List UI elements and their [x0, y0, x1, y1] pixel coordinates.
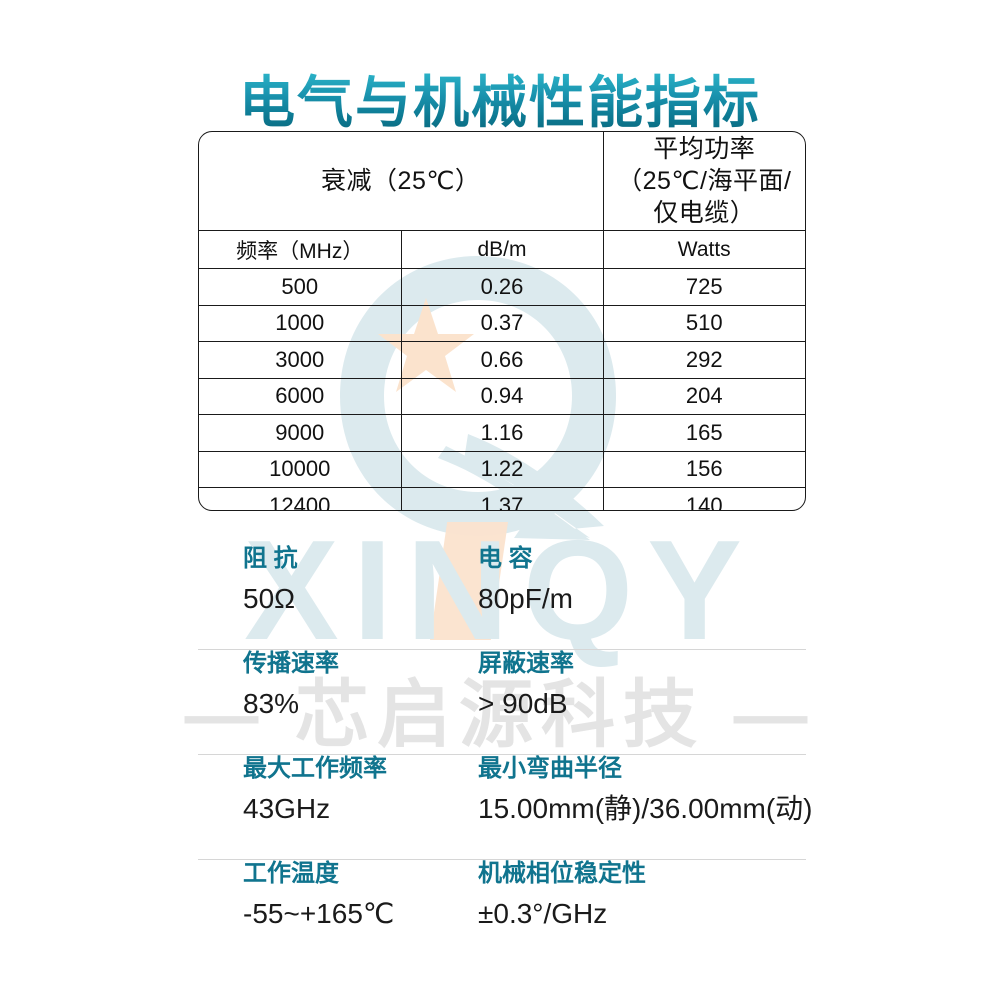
cell-power: 725	[602, 268, 805, 306]
spec-row-temperature-phase-stability: 工作温度 -55~+165℃ 机械相位稳定性 ±0.3°/GHz	[198, 860, 806, 965]
table-group-header-row: 衰减（25℃） 平均功率 （25℃/海平面/仅电缆）	[199, 132, 805, 231]
table-row: 3000 0.66 292	[199, 341, 805, 379]
spec-value-operating-temperature: -55~+165℃	[243, 897, 395, 929]
spec-item-impedance: 阻 抗 50Ω	[243, 545, 298, 616]
cell-frequency: 12400	[199, 487, 402, 510]
spec-list: 阻 抗 50Ω 电 容 80pF/m 传播速率 83% 屏蔽速率 > 90dB …	[198, 545, 813, 965]
cell-attenuation: 0.37	[400, 304, 604, 342]
spec-value-shielding-effectiveness: > 90dB	[478, 687, 568, 719]
attenuation-power-table: 衰减（25℃） 平均功率 （25℃/海平面/仅电缆） 频率（MHz） dB/m …	[198, 131, 806, 511]
spec-label-propagation-velocity: 传播速率	[243, 650, 339, 677]
spec-label-operating-temperature: 工作温度	[243, 860, 339, 887]
spec-row-velocity-shielding: 传播速率 83% 屏蔽速率 > 90dB	[198, 650, 806, 755]
spec-label-impedance: 阻 抗	[243, 545, 298, 572]
attenuation-power-table-grid: 衰减（25℃） 平均功率 （25℃/海平面/仅电缆） 频率（MHz） dB/m …	[199, 132, 805, 510]
spec-item-propagation-velocity: 传播速率 83%	[243, 650, 339, 721]
cell-attenuation: 0.94	[400, 377, 604, 415]
spec-divider	[198, 649, 806, 650]
spec-label-capacitance: 电 容	[478, 545, 533, 572]
table-row: 500 0.26 725	[199, 268, 805, 306]
table-row: 9000 1.16 165	[199, 414, 805, 452]
spec-item-shielding-effectiveness: 屏蔽速率 > 90dB	[478, 650, 574, 721]
column-header-db-per-m: dB/m	[400, 230, 604, 269]
spec-item-min-bend-radius: 最小弯曲半径 15.00mm(静)/36.00mm(动)	[478, 755, 813, 826]
cell-attenuation: 1.37	[400, 487, 604, 510]
table-head: 衰减（25℃） 平均功率 （25℃/海平面/仅电缆） 频率（MHz） dB/m …	[199, 132, 805, 269]
spec-value-propagation-velocity: 83%	[243, 687, 300, 719]
cell-attenuation: 1.16	[400, 414, 604, 452]
column-header-watts: Watts	[602, 230, 805, 269]
spec-value-min-bend-radius: 15.00mm(静)/36.00mm(动)	[478, 792, 813, 824]
cell-power: 156	[602, 450, 805, 488]
spec-row-impedance-capacitance: 阻 抗 50Ω 电 容 80pF/m	[198, 545, 806, 650]
group-header-attenuation: 衰减（25℃）	[199, 132, 604, 231]
cell-attenuation: 1.22	[400, 450, 604, 488]
group-header-average-power-line1: 平均功率	[653, 135, 756, 163]
column-header-frequency: 频率（MHz）	[199, 230, 402, 269]
table-row: 10000 1.22 156	[199, 450, 805, 488]
spec-row-max-frequency-bend-radius: 最大工作频率 43GHz 最小弯曲半径 15.00mm(静)/36.00mm(动…	[198, 755, 813, 860]
cell-frequency: 500	[199, 268, 402, 306]
cell-power: 292	[602, 341, 805, 379]
spec-value-max-operating-frequency: 43GHz	[243, 792, 331, 824]
cell-power: 510	[602, 304, 805, 342]
spec-label-mechanical-phase-stability: 机械相位稳定性	[478, 860, 646, 887]
cell-attenuation: 0.26	[400, 268, 604, 306]
table-row: 1000 0.37 510	[199, 304, 805, 342]
group-header-average-power-line2: （25℃/海平面/仅电缆）	[617, 167, 792, 227]
spec-label-max-operating-frequency: 最大工作频率	[243, 755, 387, 782]
table-column-header-row: 频率（MHz） dB/m Watts	[199, 230, 805, 269]
cell-power: 140	[602, 487, 805, 510]
cell-frequency: 9000	[199, 414, 402, 452]
cell-frequency: 3000	[199, 341, 402, 379]
cell-power: 165	[602, 414, 805, 452]
spec-value-capacitance: 80pF/m	[478, 582, 573, 614]
spec-divider	[198, 859, 806, 860]
cell-frequency: 10000	[199, 450, 402, 488]
cell-power: 204	[602, 377, 805, 415]
spec-item-capacitance: 电 容 80pF/m	[478, 545, 573, 616]
group-header-average-power: 平均功率 （25℃/海平面/仅电缆）	[602, 132, 805, 231]
spec-value-mechanical-phase-stability: ±0.3°/GHz	[478, 897, 608, 929]
spec-divider	[198, 754, 806, 755]
page-title: 电气与机械性能指标	[0, 71, 1000, 134]
table-row: 12400 1.37 140	[199, 487, 805, 510]
cell-frequency: 6000	[199, 377, 402, 415]
cell-attenuation: 0.66	[400, 341, 604, 379]
table-body: 500 0.26 725 1000 0.37 510 3000 0.66 292…	[199, 268, 805, 510]
spec-label-shielding-effectiveness: 屏蔽速率	[478, 650, 574, 677]
table-row: 6000 0.94 204	[199, 377, 805, 415]
spec-item-mechanical-phase-stability: 机械相位稳定性 ±0.3°/GHz	[478, 860, 646, 931]
cell-frequency: 1000	[199, 304, 402, 342]
spec-item-max-operating-frequency: 最大工作频率 43GHz	[243, 755, 387, 826]
spec-item-operating-temperature: 工作温度 -55~+165℃	[243, 860, 394, 931]
spec-label-min-bend-radius: 最小弯曲半径	[478, 755, 622, 782]
spec-value-impedance: 50Ω	[243, 582, 296, 614]
